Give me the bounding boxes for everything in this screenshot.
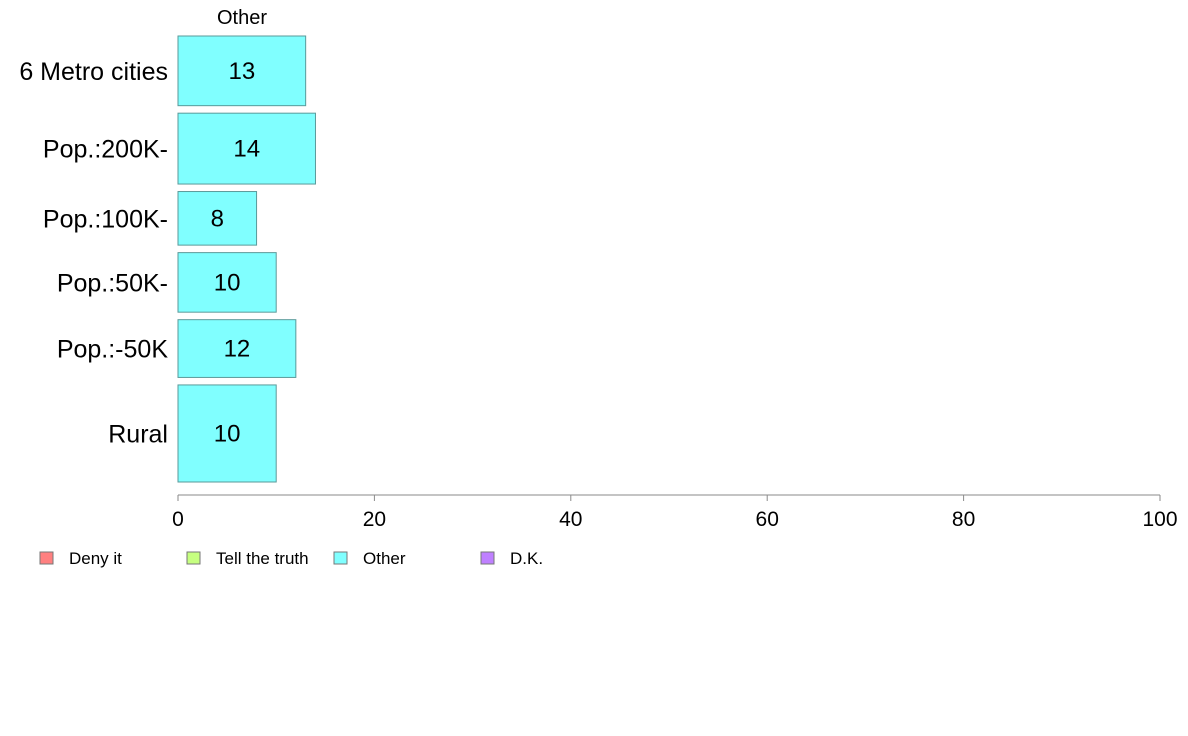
x-tick-label-2: 40 bbox=[559, 508, 582, 531]
legend-swatch-0 bbox=[39, 551, 54, 565]
bar-value-label-0: 13 bbox=[228, 58, 255, 85]
bar-value-label-4: 12 bbox=[224, 336, 251, 363]
legend-label-1: Tell the truth bbox=[216, 549, 309, 568]
bar-1 bbox=[177, 112, 316, 185]
category-label-3: Pop.:50K- bbox=[57, 269, 168, 297]
x-tick-label-4: 80 bbox=[952, 508, 975, 531]
bar-value-label-3: 10 bbox=[214, 269, 241, 296]
x-tick-label-5: 100 bbox=[1142, 508, 1177, 531]
category-label-5: Rural bbox=[108, 420, 168, 448]
bar-4 bbox=[177, 319, 297, 378]
bar-2 bbox=[177, 191, 258, 246]
category-label-0: 6 Metro cities bbox=[19, 58, 168, 86]
legend: Deny it Tell the truth Other D.K. bbox=[39, 549, 543, 568]
bar-3 bbox=[177, 252, 277, 313]
legend-swatch-3 bbox=[480, 551, 495, 565]
x-axis: 0 20 40 60 80 100 bbox=[172, 494, 1178, 531]
x-tick-label-0: 0 bbox=[172, 508, 184, 531]
category-label-4: Pop.:-50K bbox=[57, 336, 169, 364]
legend-label-2: Other bbox=[363, 549, 406, 568]
legend-swatch-1 bbox=[186, 551, 201, 565]
legend-swatch-2 bbox=[333, 551, 348, 565]
bar-value-label-2: 8 bbox=[211, 205, 224, 232]
legend-label-0: Deny it bbox=[69, 549, 122, 568]
x-tick-label-3: 60 bbox=[756, 508, 779, 531]
category-label-2: Pop.:100K- bbox=[43, 205, 168, 233]
bar-5 bbox=[177, 384, 277, 483]
panel-title: Other bbox=[217, 7, 267, 29]
x-tick-label-1: 20 bbox=[363, 508, 386, 531]
bar-0 bbox=[177, 35, 307, 107]
bar-value-label-5: 10 bbox=[214, 420, 241, 447]
legend-label-3: D.K. bbox=[510, 549, 543, 568]
bar-value-label-1: 14 bbox=[233, 136, 260, 163]
category-label-1: Pop.:200K- bbox=[43, 136, 168, 164]
bars-layer: 13 6 Metro cities 14 Pop.:200K- 8 Pop.:100K- 1… bbox=[19, 35, 316, 483]
